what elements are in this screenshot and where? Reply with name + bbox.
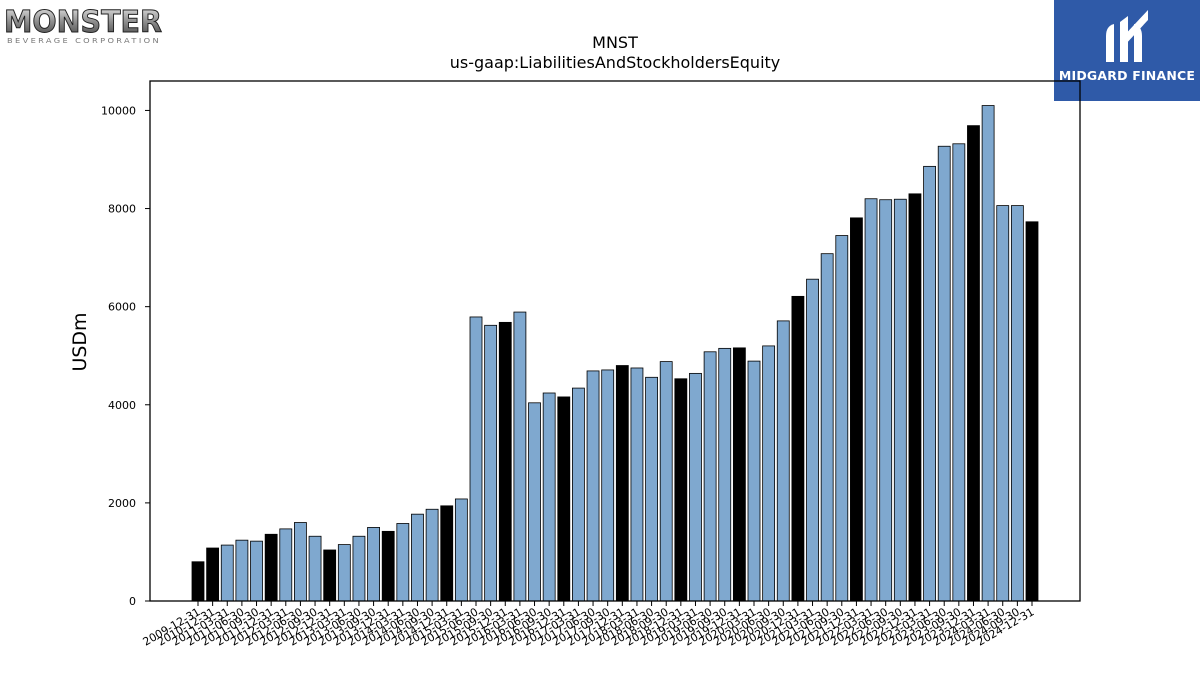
bar-2016-12-31 — [557, 396, 571, 602]
monster-logo-graphic: MONSTER BEVERAGE CORPORATION — [4, 5, 163, 46]
bar-2020-12-31 — [791, 295, 805, 602]
bar-2014-03-31 — [396, 523, 410, 602]
bar-2012-12-31 — [323, 549, 337, 602]
monster-logo-sub: BEVERAGE CORPORATION — [7, 37, 161, 45]
bar-2017-09-30 — [601, 369, 615, 602]
bar-2009-12-31 — [191, 561, 205, 602]
bar-2020-03-31 — [747, 360, 761, 602]
y-tick-label: 4000 — [108, 399, 136, 412]
bar-2023-06-30 — [937, 145, 951, 602]
bar-2017-12-31 — [615, 365, 629, 602]
bar-2019-09-30 — [718, 347, 732, 602]
bar-2014-06-30 — [411, 513, 424, 602]
bar-2022-03-31 — [864, 198, 878, 602]
bar-2012-06-30 — [294, 522, 307, 602]
bar-2017-03-31 — [572, 387, 585, 602]
monster-logo-word: MONSTER — [4, 5, 162, 40]
bar-2021-03-31 — [806, 278, 819, 602]
bar-2018-09-30 — [659, 361, 673, 602]
x-axis: 2009-12-312010-12-312011-03-312011-06-30… — [141, 601, 1037, 649]
bar-2023-12-31 — [967, 125, 980, 602]
bar-2022-06-30 — [879, 199, 893, 602]
bar-2017-06-30 — [586, 370, 600, 602]
bar-2013-12-31 — [381, 530, 395, 602]
bar-2024-03-31 — [981, 105, 995, 602]
bar-2013-09-30 — [367, 527, 380, 602]
bar-2011-09-30 — [250, 540, 263, 602]
bar-2021-09-30 — [835, 235, 849, 602]
bar-2019-12-31 — [732, 347, 746, 602]
bar-2016-09-30 — [542, 392, 556, 602]
bar-2011-12-31 — [264, 533, 278, 602]
plot-frame — [149, 80, 1081, 602]
bar-2024-06-30 — [996, 205, 1010, 602]
bar-2011-03-31 — [220, 544, 234, 602]
midgard-finance-logo: MIDGARD FINANCE — [1054, 0, 1200, 101]
bar-2018-12-31 — [674, 378, 688, 602]
bar-2015-09-30 — [484, 324, 498, 602]
bar-2023-03-31 — [923, 165, 936, 602]
bar-2024-09-30 — [1010, 205, 1024, 602]
chart-title: MNST — [592, 33, 638, 52]
bar-2021-12-31 — [850, 217, 863, 602]
monster-logo: MONSTER BEVERAGE CORPORATION — [4, 4, 164, 46]
y-tick-label: 2000 — [108, 497, 136, 510]
bar-2011-06-30 — [235, 539, 249, 602]
bar-2015-03-31 — [454, 498, 468, 602]
bar-2022-12-31 — [908, 193, 922, 602]
bar-2010-12-31 — [206, 547, 220, 602]
bar-2018-03-31 — [630, 367, 644, 602]
bar-2012-09-30 — [308, 535, 322, 602]
y-tick-label: 8000 — [108, 203, 136, 216]
bar-2018-06-30 — [645, 376, 658, 602]
bar-2015-12-31 — [498, 321, 512, 602]
bars-group — [191, 105, 1039, 602]
bar-2014-09-30 — [425, 508, 439, 602]
bar-2020-09-30 — [776, 320, 790, 602]
bar-2014-12-31 — [440, 505, 454, 602]
bar-2015-06-30 — [469, 316, 483, 602]
y-tick-label: 10000 — [101, 104, 136, 117]
bar-2024-12-31 — [1025, 221, 1039, 602]
bar-2021-06-30 — [820, 253, 834, 602]
bar-2016-06-30 — [528, 402, 541, 602]
bar-2022-09-30 — [893, 198, 907, 602]
midgard-logo-mark — [1106, 10, 1148, 62]
bar-2020-06-30 — [762, 345, 776, 602]
bar-2023-09-30 — [952, 143, 966, 602]
bar-2016-03-31 — [513, 311, 527, 602]
y-axis: 0 2000 4000 6000 8000 10000 — [101, 104, 150, 608]
bar-2019-03-31 — [689, 372, 702, 602]
bar-2013-03-31 — [337, 544, 351, 602]
bar-2019-06-30 — [703, 351, 717, 602]
midgard-brand-name: MIDGARD FINANCE — [1058, 68, 1196, 83]
bar-2013-06-30 — [352, 535, 366, 602]
y-tick-label: 6000 — [108, 301, 136, 314]
y-tick-label: 0 — [129, 595, 136, 608]
bar-2012-03-31 — [279, 528, 293, 602]
y-axis-label: USDm — [69, 312, 91, 371]
chart-subtitle: us-gaap:LiabilitiesAndStockholdersEquity — [450, 53, 781, 72]
